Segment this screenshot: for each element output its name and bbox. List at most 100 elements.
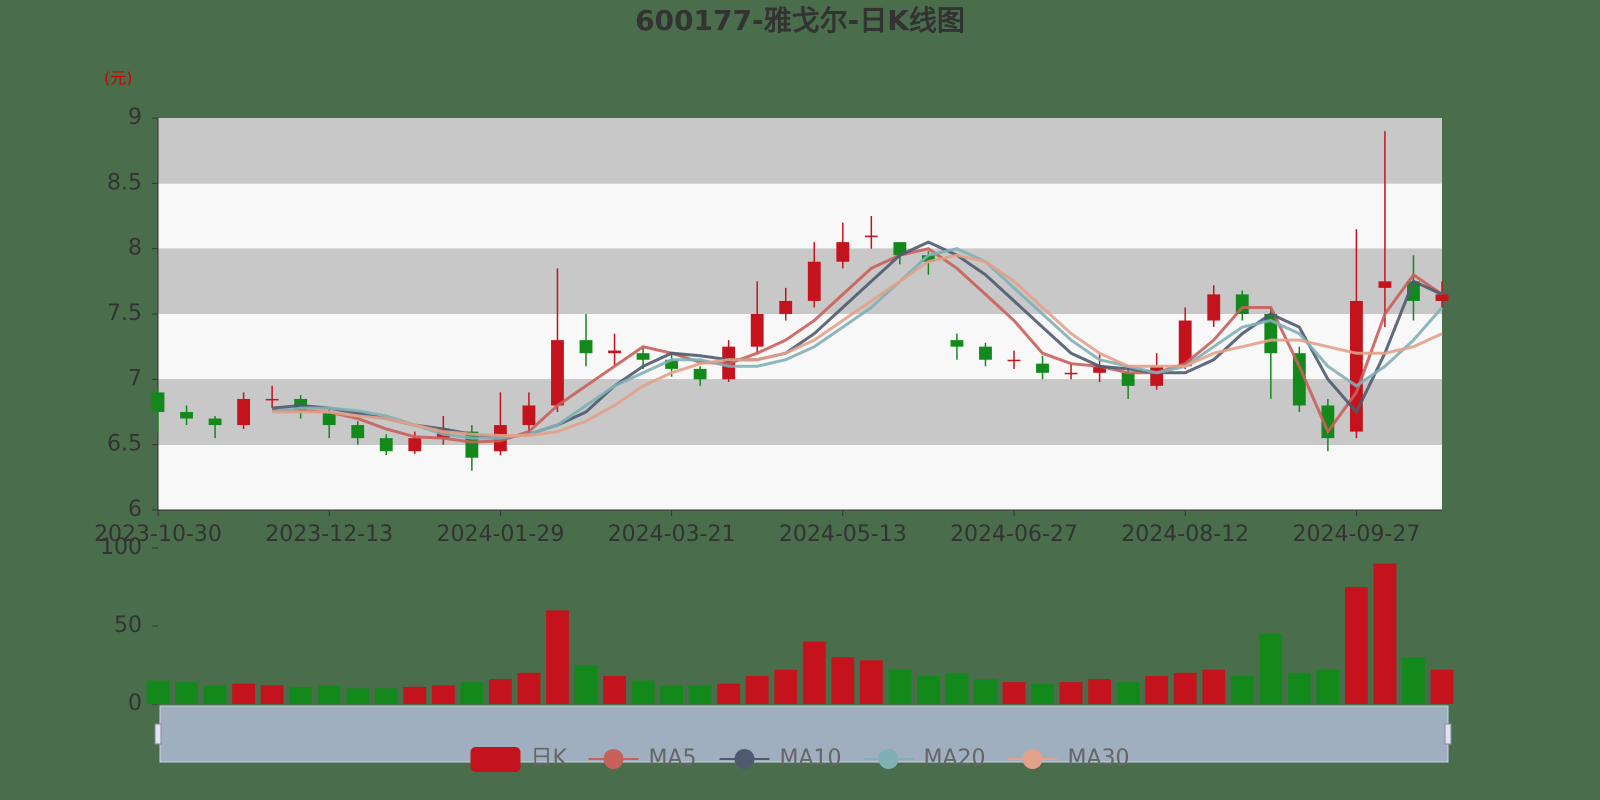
volume-bar	[374, 688, 398, 704]
candle-body	[921, 255, 935, 262]
volume-tick-label: 50	[114, 613, 142, 638]
volume-bar	[517, 672, 541, 704]
ma-line	[272, 253, 1443, 437]
candle-body	[636, 353, 650, 360]
legend-icon-dot	[603, 749, 624, 769]
candle-body	[265, 398, 279, 401]
x-tick-label: 2024-08-12	[1121, 522, 1249, 547]
volume-bar	[546, 610, 569, 704]
volume-bar	[574, 665, 598, 704]
volume-bar	[1430, 669, 1454, 704]
candle-body	[1064, 372, 1078, 375]
volume-bar	[774, 669, 798, 704]
candle-body	[1435, 294, 1449, 301]
volume-bar	[260, 685, 284, 704]
candle-body	[1321, 405, 1335, 439]
volume-bar	[346, 688, 370, 704]
candle-body	[237, 398, 251, 426]
volume-bar	[1116, 682, 1140, 704]
y-tick-label: 8	[128, 236, 142, 261]
volume-bar	[1287, 672, 1311, 704]
legend-icon	[470, 747, 521, 772]
candle-body	[693, 368, 707, 380]
volume-bar	[403, 686, 427, 704]
volume-bar	[1059, 682, 1083, 704]
legend-label: 日K	[531, 746, 568, 771]
legend-icon-dot	[734, 749, 755, 769]
y-tick-label: 6.5	[107, 432, 142, 457]
volume-bar	[916, 675, 940, 704]
volume-bar	[146, 680, 170, 704]
volume-bar	[1145, 675, 1169, 704]
volume-bar	[660, 685, 684, 704]
candle-body	[608, 350, 621, 354]
split-band	[158, 444, 1442, 510]
candle-body	[322, 412, 336, 426]
volume-bar	[488, 679, 512, 704]
volume-bar	[1230, 675, 1254, 704]
y-tick-label: 8.5	[107, 170, 142, 195]
y-tick-label: 7.5	[107, 301, 142, 326]
x-tick-label: 2024-09-27	[1292, 522, 1420, 547]
legend-label: MA30	[1068, 746, 1130, 771]
chart-title: 600177-雅戈尔-日K线图	[635, 4, 965, 37]
x-tick-label: 2023-12-13	[265, 522, 393, 547]
volume-bar	[802, 641, 826, 704]
y-tick-label: 6	[128, 497, 142, 522]
candle-body	[1292, 353, 1306, 406]
candle-body	[665, 359, 679, 369]
volume-bar	[974, 679, 997, 704]
volume-bar	[1202, 669, 1226, 704]
candle-body	[893, 242, 907, 256]
x-tick-label: 2024-06-27	[950, 522, 1078, 547]
x-tick-label: 2024-01-29	[436, 522, 564, 547]
split-band	[158, 183, 1442, 249]
volume-bar	[859, 660, 883, 704]
volume-bar	[317, 685, 341, 704]
volume-bar	[717, 683, 741, 704]
volume-bar	[1402, 657, 1425, 704]
volume-bar	[431, 685, 455, 704]
candle-body	[579, 340, 593, 354]
candle-body	[807, 261, 821, 301]
candle-body	[1007, 359, 1021, 362]
candle-body	[836, 242, 850, 262]
candle-body	[950, 340, 964, 347]
candle-body	[151, 392, 165, 412]
candle-body	[779, 300, 793, 314]
zoom-handle[interactable]	[154, 723, 162, 745]
candle-body	[864, 235, 878, 238]
split-band	[158, 118, 1442, 184]
candle-body	[408, 438, 422, 452]
candle-body	[1264, 314, 1278, 354]
data-zoom-slider[interactable]	[159, 705, 1449, 763]
volume-bar	[945, 672, 969, 704]
candle-body	[180, 412, 193, 419]
volume-bar	[1031, 683, 1054, 704]
volume-bar	[831, 657, 855, 704]
candle-body	[979, 346, 992, 360]
y-tick-label: 9	[128, 105, 142, 130]
volume-bar	[1373, 563, 1397, 704]
candle-body	[351, 425, 365, 439]
ma-line	[272, 247, 1443, 444]
candle-body	[1207, 294, 1221, 321]
volume-bar	[631, 680, 655, 704]
legend-icon-dot	[878, 749, 899, 769]
volume-bar	[460, 682, 484, 704]
ma-line	[271, 247, 1444, 440]
volume-bar	[289, 686, 313, 704]
legend-label: MA10	[780, 746, 842, 771]
volume-bar	[1316, 669, 1340, 704]
candle-body	[1178, 320, 1192, 367]
volume-bar	[1173, 672, 1197, 704]
volume-bar	[603, 675, 626, 704]
volume-bar	[175, 682, 198, 704]
candle-body	[1093, 366, 1107, 373]
legend-icon-dot	[1022, 749, 1043, 769]
zoom-handle[interactable]	[1444, 723, 1452, 745]
volume-tick-label: 100	[100, 535, 142, 560]
candle-body	[379, 438, 393, 452]
